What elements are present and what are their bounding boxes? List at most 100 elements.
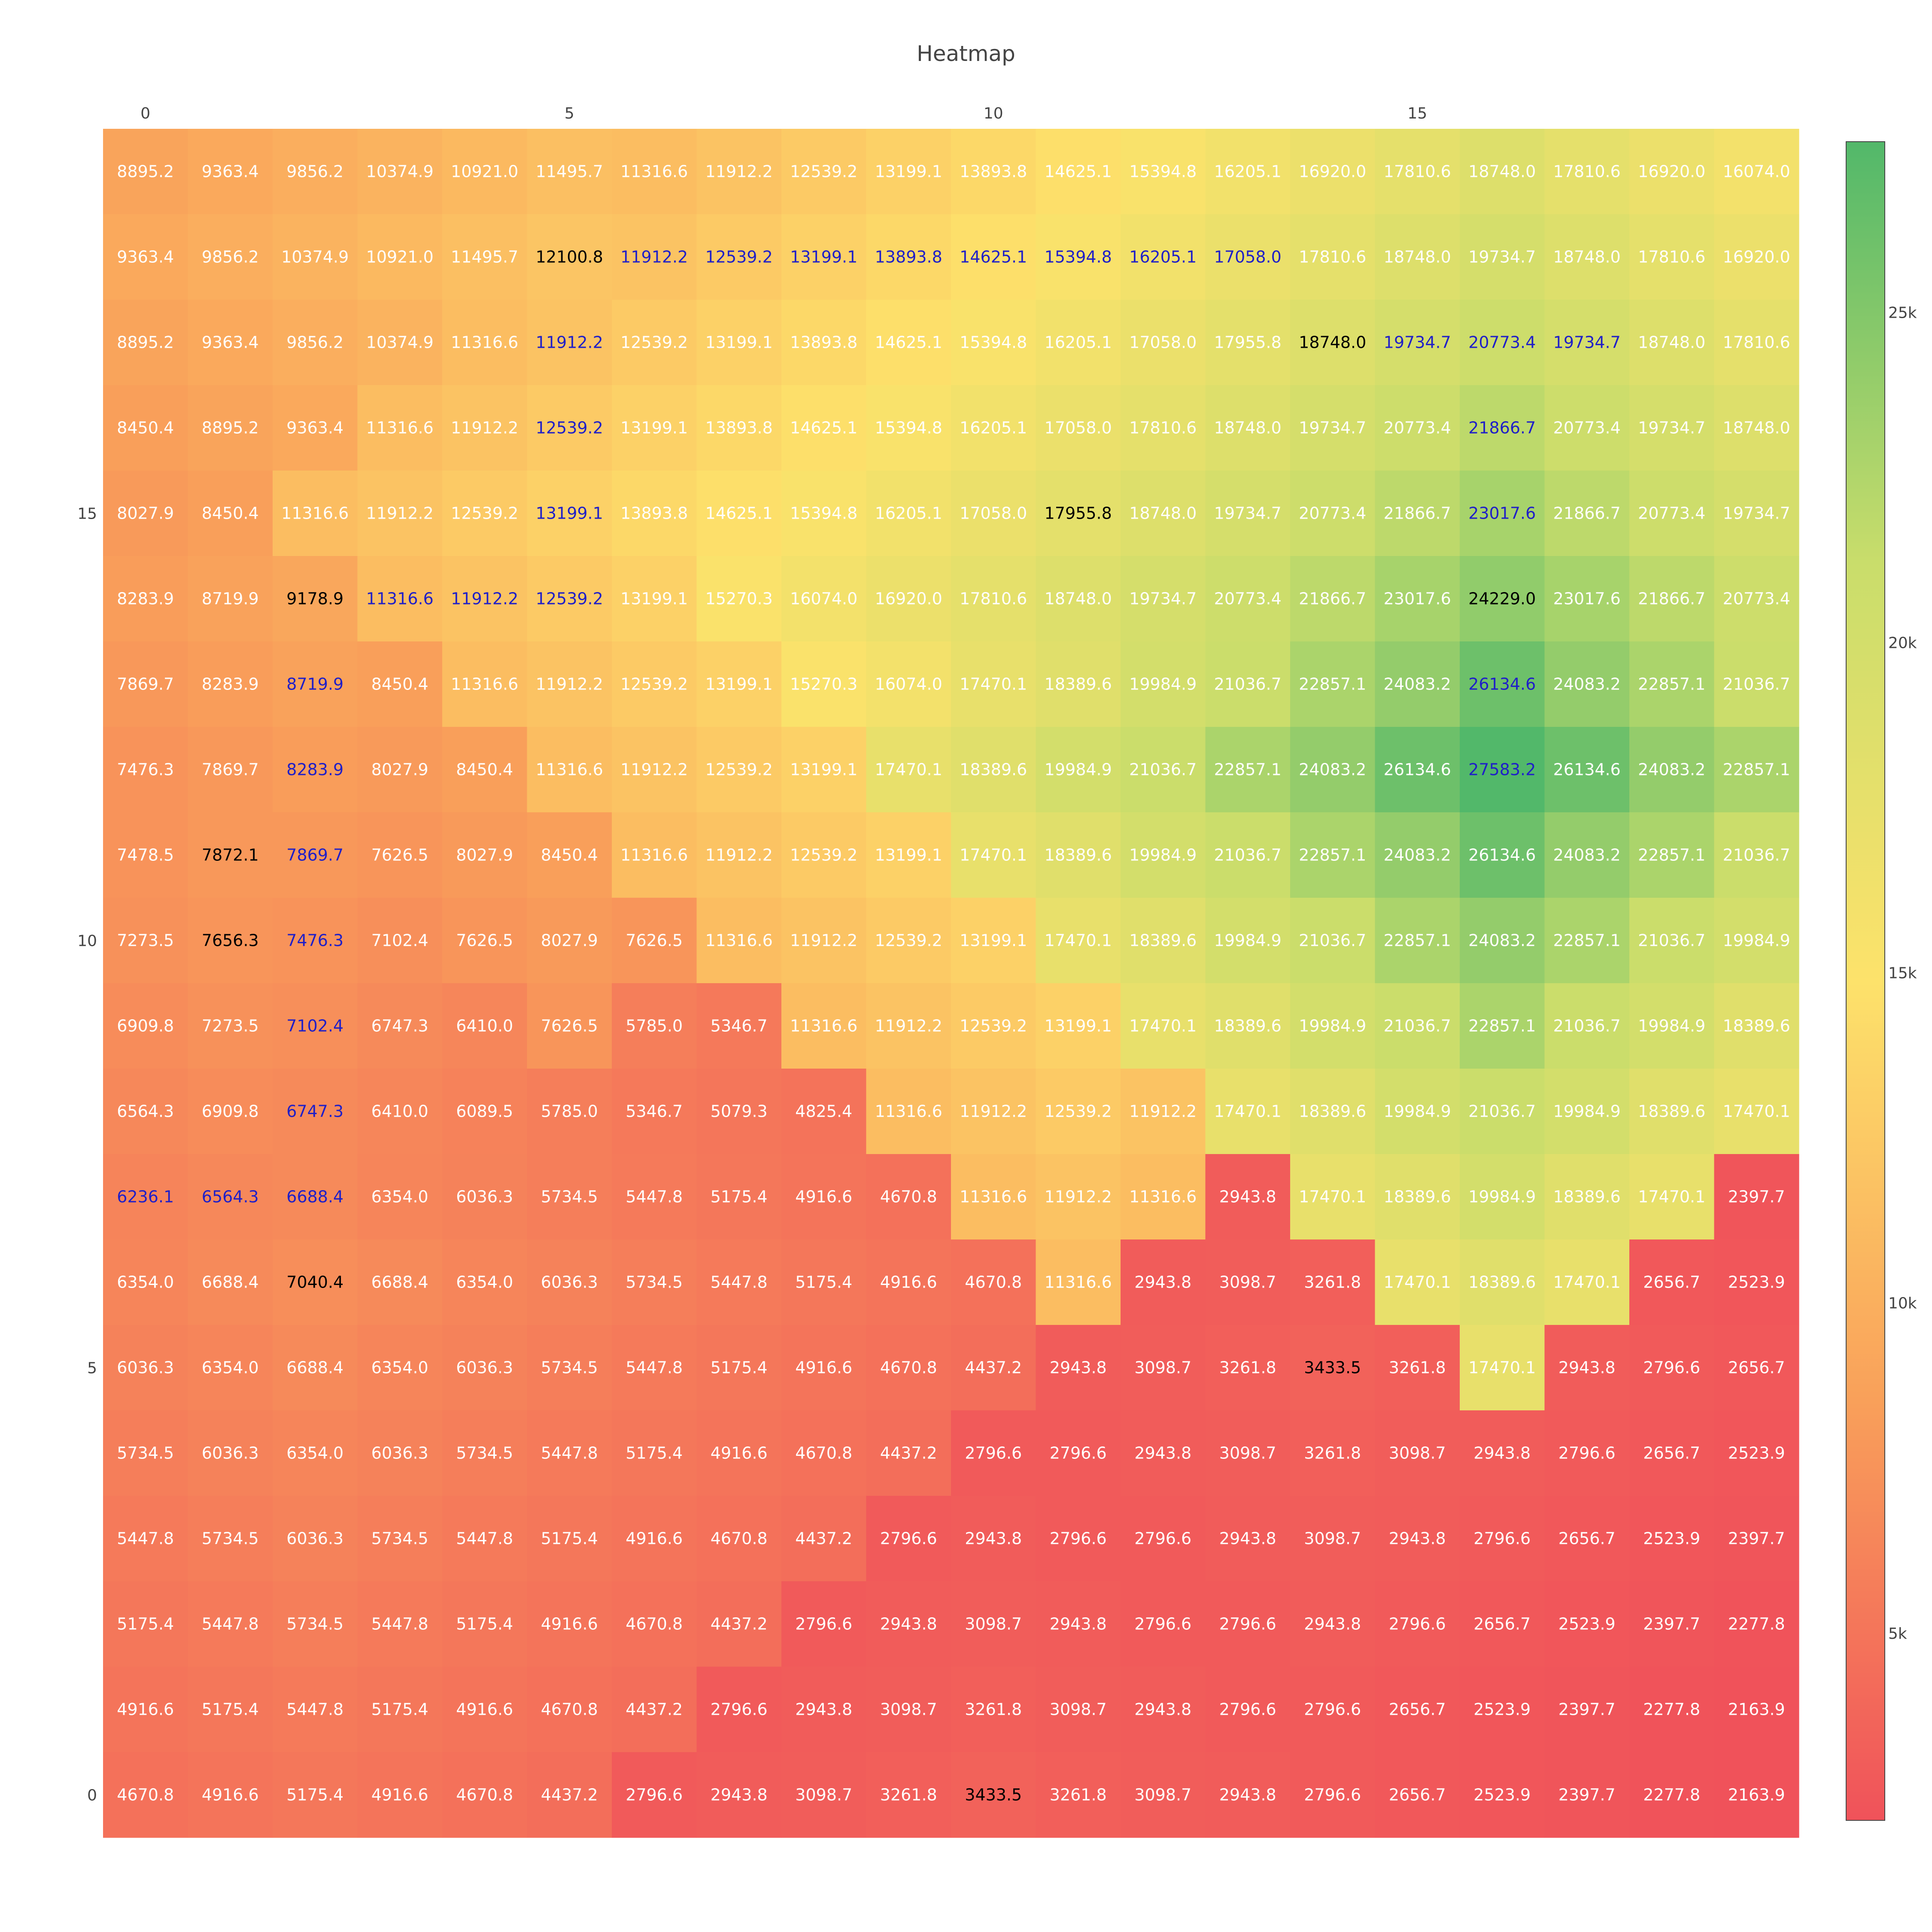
- heatmap-cell-label: 17058.0: [1129, 333, 1197, 352]
- heatmap-cell-label: 2943.8: [1473, 1444, 1531, 1463]
- heatmap-cell-label: 2796.6: [1558, 1444, 1616, 1463]
- heatmap-cell: [1205, 1496, 1291, 1582]
- heatmap-cell: [188, 1581, 273, 1667]
- heatmap-cell: [1036, 641, 1121, 727]
- heatmap-cell: [696, 727, 782, 813]
- heatmap-cell-label: 22857.1: [1638, 675, 1705, 694]
- heatmap-cell: [781, 556, 867, 642]
- heatmap-cell-label: 11912.2: [875, 1017, 942, 1036]
- heatmap-cell-label: 21036.7: [1214, 846, 1282, 865]
- heatmap-cell: [781, 641, 867, 727]
- heatmap-cell-label: 11316.6: [281, 504, 349, 523]
- heatmap-cell: [1036, 385, 1121, 471]
- heatmap-cell: [1375, 1667, 1460, 1753]
- heatmap-cell-label: 17058.0: [1045, 419, 1112, 437]
- heatmap-cell: [696, 983, 782, 1069]
- heatmap-cell: [1036, 727, 1121, 813]
- heatmap-cell: [103, 385, 188, 471]
- heatmap-cell-label: 8283.9: [117, 589, 174, 608]
- heatmap-cell: [273, 1154, 358, 1240]
- heatmap-cell: [188, 1667, 273, 1753]
- heatmap-cell-label: 6688.4: [371, 1273, 428, 1292]
- x-tick-label: 0: [140, 105, 150, 122]
- heatmap-cell: [1544, 812, 1630, 898]
- heatmap-cell-label: 10374.9: [281, 248, 349, 267]
- heatmap-cell-label: 2943.8: [1304, 1615, 1361, 1634]
- heatmap-cell: [357, 1667, 443, 1753]
- heatmap-cell: [188, 385, 273, 471]
- heatmap-cell: [1460, 727, 1545, 813]
- heatmap-cell: [1714, 1154, 1799, 1240]
- heatmap-cell-label: 8283.9: [202, 675, 259, 694]
- heatmap-cell-label: 17810.6: [1129, 419, 1197, 437]
- heatmap-cell-label: 11316.6: [705, 931, 773, 950]
- heatmap-cell: [1375, 727, 1460, 813]
- heatmap-cell: [1460, 385, 1545, 471]
- heatmap-cell-label: 2523.9: [1728, 1273, 1785, 1292]
- heatmap-cell: [273, 471, 358, 556]
- heatmap-cell: [1460, 556, 1545, 642]
- heatmap-cell: [357, 300, 443, 386]
- heatmap-cell: [866, 1496, 951, 1582]
- heatmap-cell-label: 22857.1: [1553, 931, 1621, 950]
- y-tick-label: 5: [87, 1360, 97, 1377]
- heatmap-cell-label: 15394.8: [875, 419, 942, 437]
- heatmap-cell-label: 17470.1: [875, 760, 942, 779]
- heatmap-cell: [527, 1239, 612, 1325]
- heatmap-cell-label: 4437.2: [626, 1700, 683, 1719]
- heatmap-cell-label: 5734.5: [626, 1273, 683, 1292]
- heatmap-cell-label: 18748.0: [1553, 248, 1621, 267]
- heatmap-cell-label: 26134.6: [1384, 760, 1451, 779]
- heatmap-cell: [273, 1239, 358, 1325]
- heatmap-cell: [1036, 129, 1121, 215]
- heatmap-cell: [1205, 727, 1291, 813]
- heatmap-cell: [951, 214, 1036, 300]
- heatmap-cell-label: 16205.1: [1214, 162, 1282, 181]
- heatmap-cell-label: 6747.3: [286, 1102, 343, 1121]
- heatmap-cell-label: 4670.8: [711, 1529, 768, 1548]
- heatmap-cell-label: 27583.2: [1468, 760, 1536, 779]
- heatmap-cell: [357, 1239, 443, 1325]
- heatmap-cell-label: 2943.8: [1558, 1358, 1616, 1377]
- heatmap-cell: [1205, 641, 1291, 727]
- heatmap-cell: [1036, 1667, 1121, 1753]
- heatmap-cell-label: 6909.8: [202, 1102, 259, 1121]
- heatmap-cell-label: 7040.4: [286, 1273, 343, 1292]
- heatmap-cell: [527, 1667, 612, 1753]
- heatmap-cell-label: 24083.2: [1553, 846, 1621, 865]
- colorbar-gradient: [1846, 141, 1885, 1821]
- heatmap-cell-label: 2397.7: [1558, 1700, 1616, 1719]
- heatmap-cell: [951, 1667, 1036, 1753]
- heatmap-cell-label: 4437.2: [711, 1615, 768, 1634]
- heatmap-cell-label: 7626.5: [626, 931, 683, 950]
- heatmap-cell: [188, 1410, 273, 1496]
- heatmap-cell-label: 2656.7: [1643, 1444, 1700, 1463]
- heatmap-cell-label: 5734.5: [541, 1188, 598, 1206]
- heatmap-cell: [951, 300, 1036, 386]
- heatmap-cell-label: 15394.8: [960, 333, 1027, 352]
- heatmap-cell: [527, 1410, 612, 1496]
- heatmap-cell: [1205, 898, 1291, 984]
- heatmap-cell: [781, 1667, 867, 1753]
- heatmap-cell-label: 2656.7: [1728, 1358, 1785, 1377]
- heatmap-cell-label: 7626.5: [371, 846, 428, 865]
- heatmap-cell-label: 4916.6: [456, 1700, 513, 1719]
- heatmap-cell-label: 20773.4: [1384, 419, 1451, 437]
- heatmap-cell-label: 17470.1: [1553, 1273, 1621, 1292]
- heatmap-cell-label: 3433.5: [965, 1786, 1022, 1804]
- heatmap-cell-label: 8027.9: [117, 504, 174, 523]
- heatmap-cell-label: 3098.7: [1219, 1444, 1276, 1463]
- y-axis-ticks: 0 5 10 15: [77, 505, 97, 1804]
- heatmap-cell: [612, 898, 697, 984]
- heatmap-cell-label: 16205.1: [1045, 333, 1112, 352]
- heatmap-cell-label: 15394.8: [1129, 162, 1197, 181]
- heatmap-cell-label: 3098.7: [965, 1615, 1022, 1634]
- heatmap-cell: [781, 1154, 867, 1240]
- heatmap-cell: [273, 983, 358, 1069]
- heatmap-cell-label: 6688.4: [286, 1358, 343, 1377]
- heatmap-cell-label: 6747.3: [371, 1017, 428, 1036]
- heatmap-cell: [527, 1496, 612, 1582]
- heatmap-cell: [1036, 1410, 1121, 1496]
- heatmap-cell-label: 20773.4: [1638, 504, 1705, 523]
- heatmap-cell: [781, 1325, 867, 1411]
